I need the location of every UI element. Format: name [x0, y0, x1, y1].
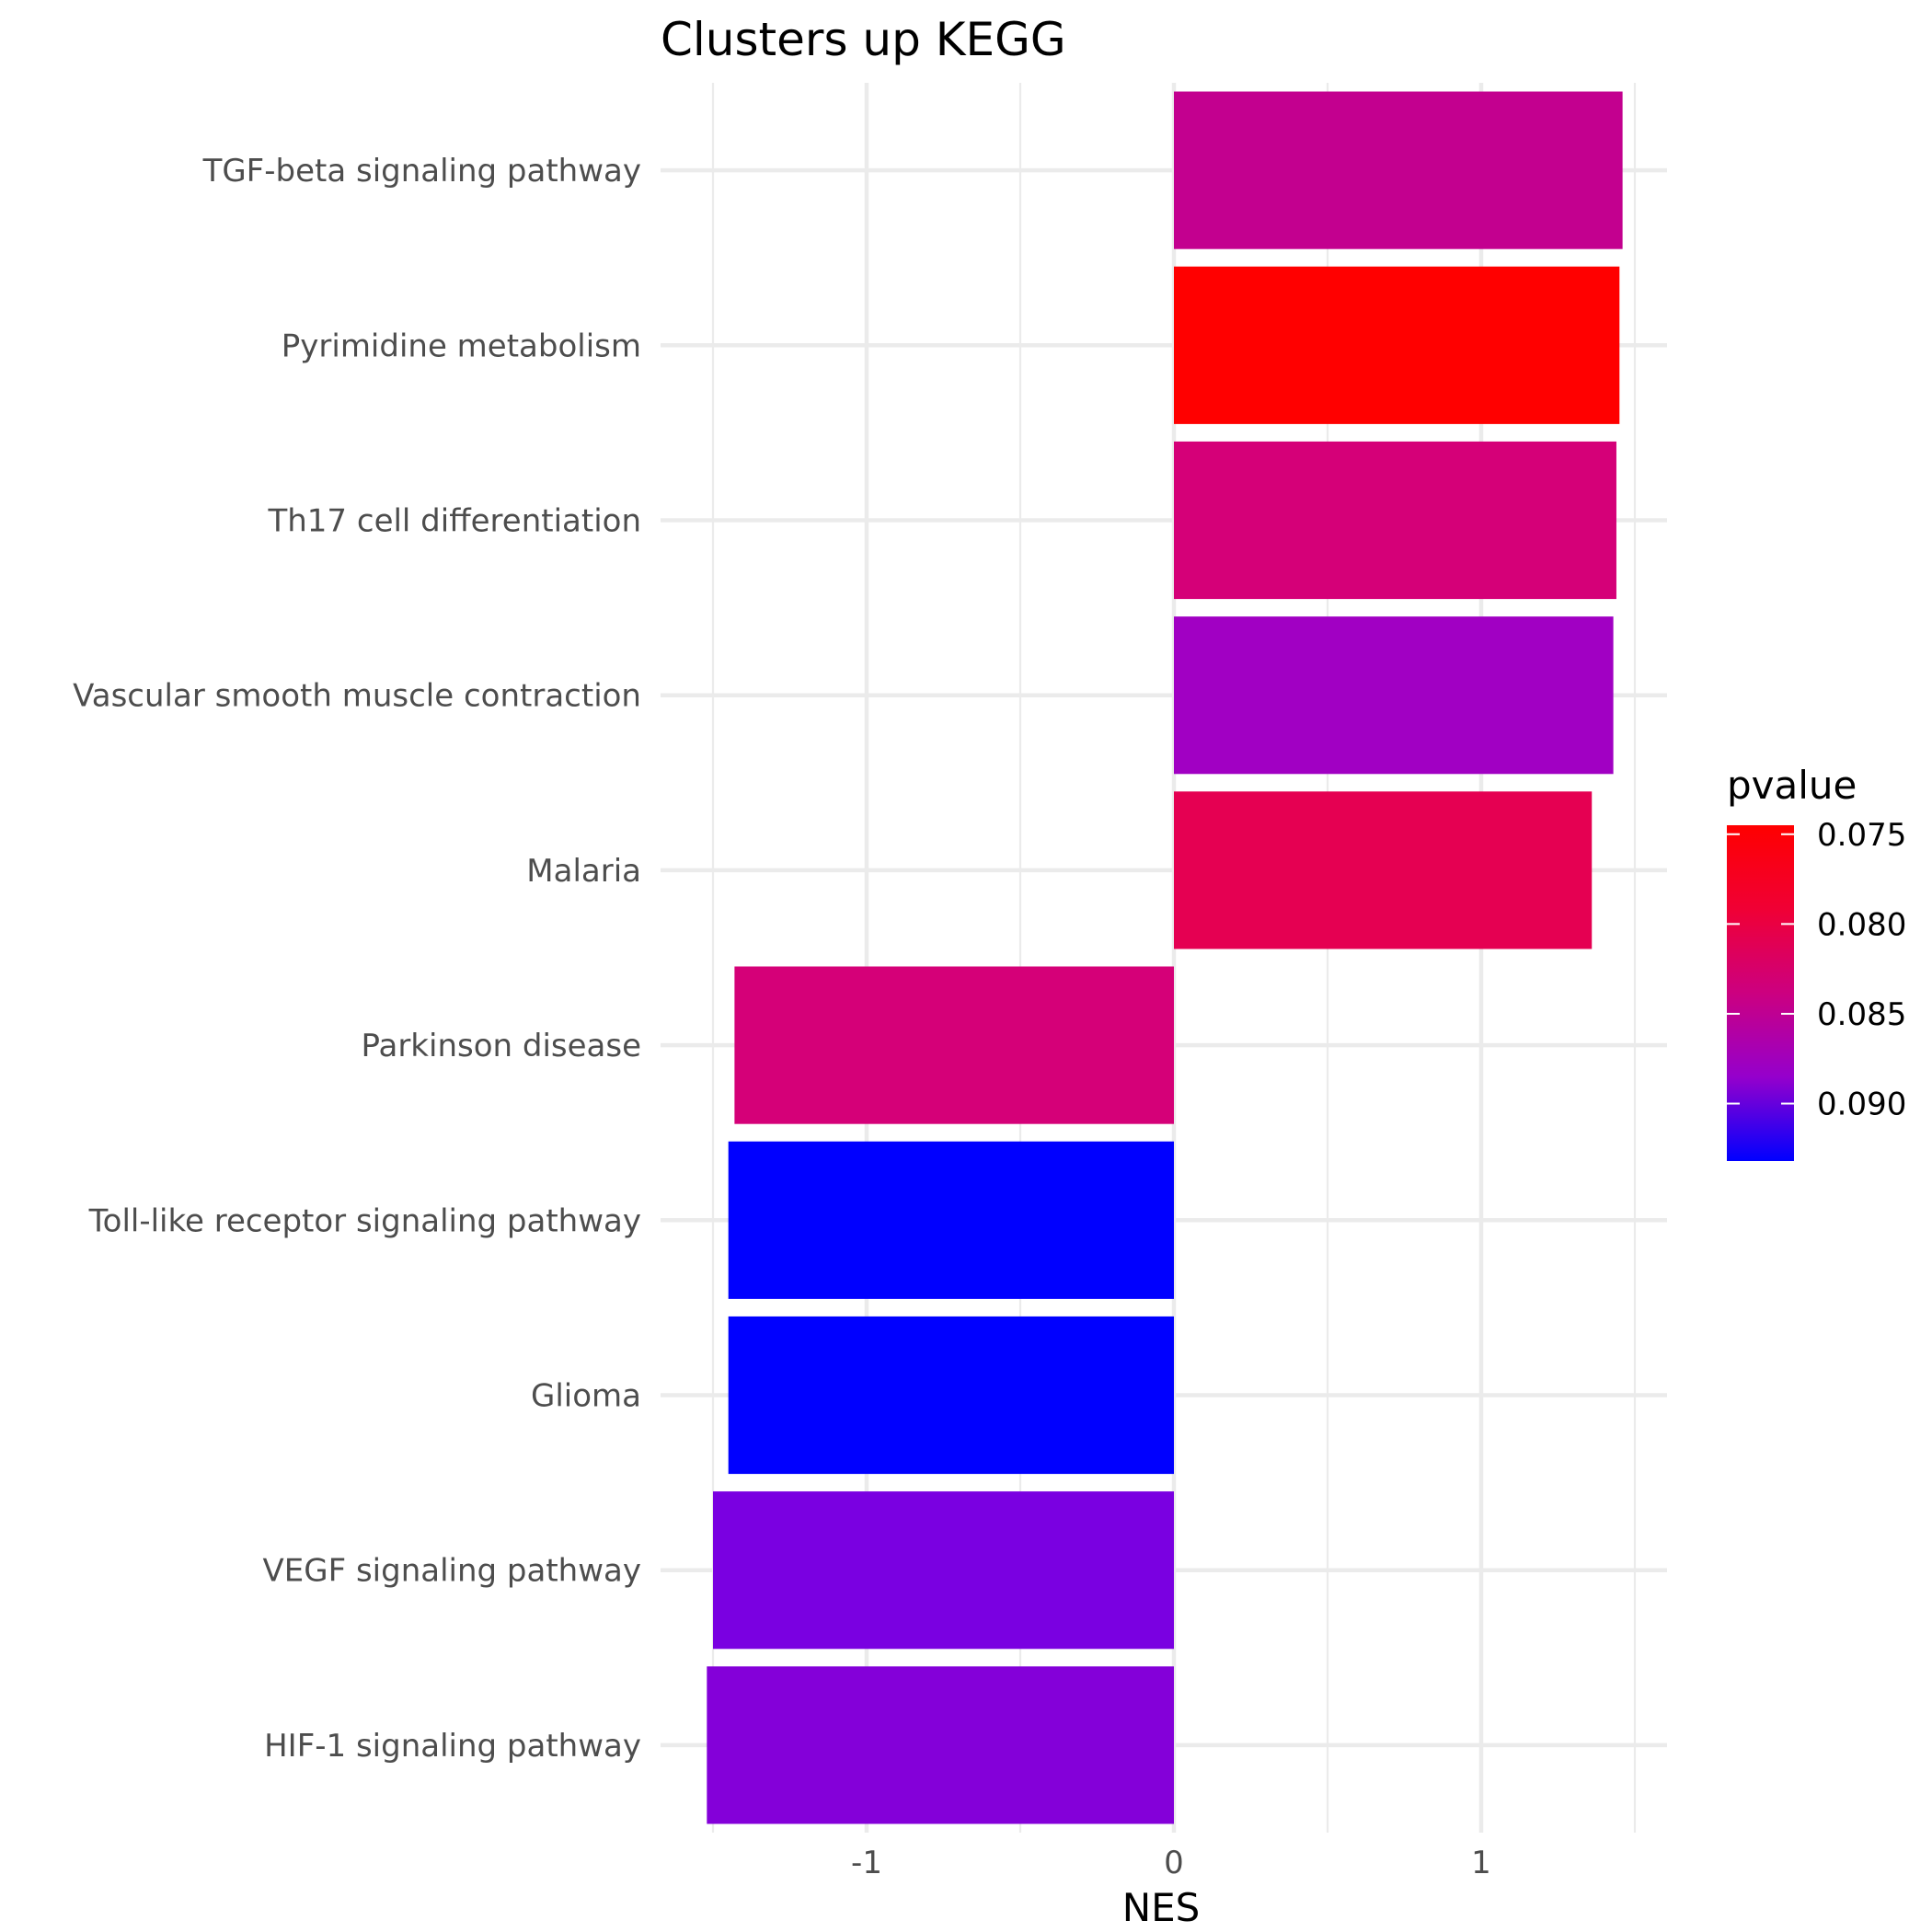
bars [707, 91, 1623, 1824]
bar [1174, 91, 1623, 249]
bar [1174, 616, 1614, 775]
chart-title: Clusters up KEGG [661, 13, 1066, 66]
x-tick-labels: -1 0 1 [851, 1845, 1491, 1881]
y-tick-label: HIF-1 signaling pathway [264, 1728, 641, 1765]
bar [1174, 441, 1616, 600]
y-tick-label: Parkinson disease [362, 1028, 641, 1064]
y-tick-label: Vascular smooth muscle contraction [73, 678, 641, 715]
legend-label: 0.075 [1817, 817, 1906, 854]
legend-label: 0.090 [1817, 1087, 1906, 1123]
bar [728, 1141, 1174, 1299]
bar [1174, 266, 1620, 424]
legend-ticks: 0.075 0.080 0.085 0.090 [1727, 817, 1906, 1123]
bar [1174, 791, 1593, 949]
y-tick-label: Toll-like receptor signaling pathway [88, 1202, 641, 1239]
y-tick-label: VEGF signaling pathway [263, 1553, 641, 1590]
bar [728, 1316, 1174, 1475]
y-tick-label: TGF-beta signaling pathway [202, 153, 641, 190]
y-tick-labels: TGF-beta signaling pathway Pyrimidine met… [73, 153, 641, 1765]
bar [734, 966, 1174, 1124]
y-tick-label: Malaria [526, 853, 641, 890]
y-tick-label: Pyrimidine metabolism [282, 328, 641, 364]
y-tick-label: Glioma [531, 1378, 641, 1415]
legend-label: 0.080 [1817, 906, 1906, 943]
legend-colorbar [1727, 825, 1794, 1161]
y-tick-label: Th17 cell differentiation [267, 503, 641, 540]
bar [707, 1666, 1174, 1824]
legend-label: 0.085 [1817, 996, 1906, 1033]
x-axis-title: NES [1122, 1885, 1201, 1930]
legend: pvalue 0.075 0.080 0.085 0.090 [1727, 763, 1906, 1161]
x-tick-label: 1 [1471, 1845, 1491, 1881]
x-tick-label: 0 [1164, 1845, 1184, 1881]
x-tick-label: -1 [851, 1845, 882, 1881]
bar [713, 1491, 1174, 1650]
legend-title: pvalue [1727, 763, 1857, 808]
